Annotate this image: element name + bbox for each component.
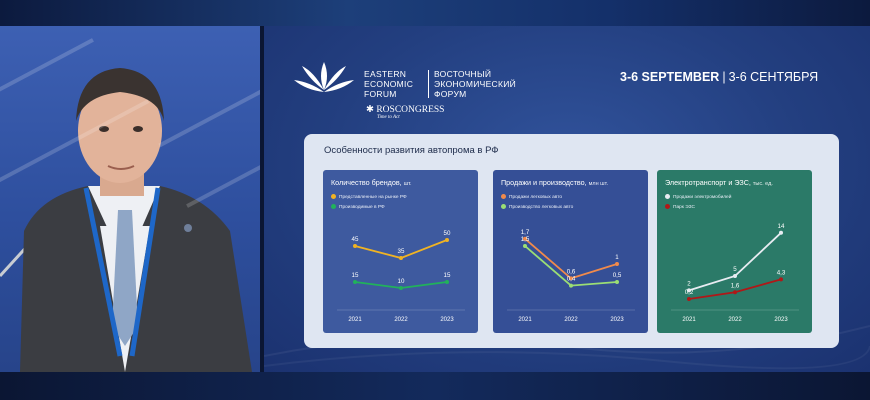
roscongress-logo: ✱ ROSCONGRESS <box>366 105 445 115</box>
data-label: 0,5 <box>613 272 622 279</box>
legend-dot-icon <box>501 194 506 199</box>
chart-card-electro: Электротранспорт и ЭЗС, тыс. ед. Продажи… <box>657 170 812 333</box>
logo-text-ru: ВОСТОЧНЫЙ ЭКОНОМИЧЕСКИЙ ФОРУМ <box>434 69 517 99</box>
chart-title: Количество брендов, шт. <box>331 178 412 187</box>
roscongress-tagline: Time to Act <box>377 115 400 120</box>
data-point <box>687 297 691 301</box>
legend-item: Производимые в РФ <box>331 204 385 210</box>
legend-dot-icon <box>331 204 336 209</box>
x-tick-label: 2022 <box>728 317 742 323</box>
data-label: 4,3 <box>777 269 786 276</box>
legend-item: Парк ЭЗС <box>665 204 695 210</box>
data-point <box>353 244 357 248</box>
data-label: 0,2 <box>685 289 694 296</box>
chart-plot: 2021 2022 2023 45 35 50 15 10 15 <box>337 230 465 323</box>
bottom-banner <box>0 372 870 400</box>
data-point <box>569 283 573 288</box>
data-point <box>523 236 527 241</box>
x-tick-label: 2022 <box>564 317 578 323</box>
event-dates: 3-6 SEPTEMBER | 3-6 СЕНТЯБРЯ <box>620 70 819 84</box>
data-label: 35 <box>398 248 405 255</box>
data-label: 0,4 <box>567 276 576 283</box>
data-point <box>779 230 783 235</box>
data-point <box>733 274 737 278</box>
data-label: 1,7 <box>521 229 530 236</box>
logo-divider <box>428 70 429 98</box>
data-label: 2 <box>687 280 691 287</box>
data-point <box>399 256 403 260</box>
data-point <box>399 286 403 290</box>
legend-item: Представленные на рынке РФ <box>331 194 407 200</box>
data-point <box>615 262 619 266</box>
x-tick-label: 2021 <box>348 317 362 323</box>
legend-item: Продажи электромобилей <box>665 194 731 200</box>
panel-title: Особенности развития автопрома в РФ <box>324 145 499 156</box>
data-point <box>779 277 783 282</box>
speaker-figure <box>0 68 252 372</box>
data-label: 15 <box>444 272 451 279</box>
x-tick-label: 2021 <box>682 317 696 323</box>
data-label: 0,6 <box>567 268 576 275</box>
chart-plot: 2021 2022 2023 2 5 14 0,2 1,6 4,3 <box>671 223 799 323</box>
legend-dot-icon <box>331 194 336 199</box>
x-tick-label: 2021 <box>518 317 532 323</box>
roscongress-star-icon: ✱ <box>366 105 374 115</box>
data-point <box>445 238 449 242</box>
x-tick-label: 2023 <box>440 317 454 323</box>
data-point <box>733 290 737 295</box>
x-tick-label: 2022 <box>394 317 408 323</box>
legend-item: Производство легковых авто <box>501 204 573 210</box>
data-label: 14 <box>778 223 785 230</box>
charts-panel: Особенности развития автопрома в РФ Коли… <box>304 134 839 348</box>
data-label: 15 <box>352 272 359 279</box>
data-label: 50 <box>444 230 451 237</box>
chart-card-brands: Количество брендов, шт. Представленные н… <box>323 170 478 333</box>
data-point <box>445 280 449 284</box>
data-label: 5 <box>733 266 737 273</box>
video-divider <box>260 26 264 372</box>
data-point <box>615 280 619 284</box>
legend-dot-icon <box>665 204 670 209</box>
legend-item: Продажи легковых авто <box>501 194 562 200</box>
chart-card-sales: Продажи и производство, млн шт. Продажи … <box>493 170 648 333</box>
top-banner <box>0 0 870 26</box>
logo-text-en: EASTERN ECONOMIC FORUM <box>364 69 414 99</box>
presentation-slide: EASTERN ECONOMIC FORUM ВОСТОЧНЫЙ ЭКОНОМИЧЕС… <box>264 26 870 372</box>
legend-dot-icon <box>665 194 670 199</box>
chart-title: Продажи и производство, млн шт. <box>501 178 609 187</box>
data-point <box>569 276 573 281</box>
data-point <box>687 288 691 293</box>
chart-plot: 2021 2022 2023 1,7 0,6 1 1,5 0,4 0,5 <box>507 229 635 323</box>
x-tick-label: 2023 <box>774 317 788 323</box>
chart-title: Электротранспорт и ЭЗС, тыс. ед. <box>665 178 773 187</box>
x-tick-label: 2023 <box>610 317 624 323</box>
data-label: 10 <box>398 278 405 285</box>
eef-lotus-logo-icon <box>294 62 354 92</box>
legend-dot-icon <box>501 204 506 209</box>
data-point <box>353 280 357 284</box>
data-label: 1 <box>615 254 619 261</box>
data-point <box>523 244 527 248</box>
speaker-video-panel <box>0 26 260 372</box>
data-label: 1,6 <box>731 282 740 289</box>
data-label: 45 <box>352 236 359 243</box>
data-label: 1,5 <box>521 236 530 243</box>
